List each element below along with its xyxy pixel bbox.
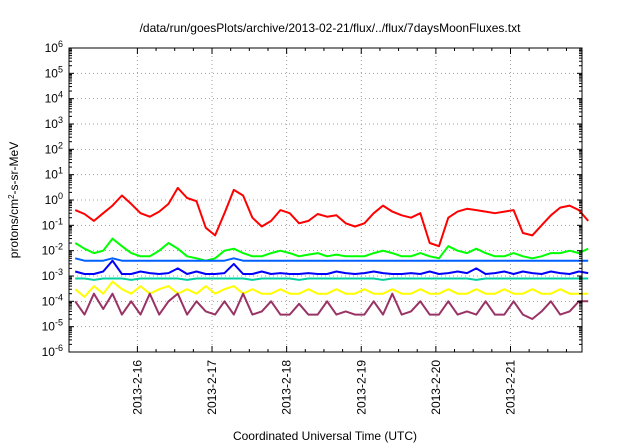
y-tick-exp: 0 [58, 191, 63, 201]
series-layer [74, 186, 589, 320]
x-tick-label: 2013-2-19 [354, 360, 368, 415]
chart-title: /data/run/goesPlots/archive/2013-02-21/f… [140, 21, 522, 35]
y-tick-label: 100 [45, 191, 63, 207]
x-tick-label: 2013-2-20 [429, 360, 443, 415]
y-tick-label: 106 [45, 39, 63, 55]
y-tick-base: 10 [42, 218, 56, 232]
y-tick-exp: 4 [58, 90, 63, 100]
y-axis-label-sup: 2 [7, 194, 16, 199]
y-tick-base: 10 [42, 345, 56, 359]
x-tick-label: 2013-2-18 [280, 360, 294, 415]
y-tick-base: 10 [42, 244, 56, 258]
series-line-1 [74, 186, 589, 248]
y-tick-base: 10 [45, 41, 59, 55]
y-tick-exp: -4 [55, 292, 63, 302]
series-line-7 [74, 292, 589, 320]
y-tick-exp: -5 [55, 318, 63, 328]
y-axis-label: protons/cm2-s-sr-MeV [7, 142, 22, 258]
y-tick-label: 10-1 [42, 216, 63, 232]
x-axis: 2013-2-16 2013-2-17 2013-2-18 2013-2-19 2013… [130, 48, 567, 415]
y-tick-base: 10 [45, 142, 59, 156]
y-tick-base: 10 [42, 294, 56, 308]
y-tick-label: 105 [45, 64, 63, 80]
y-tick-base: 10 [45, 193, 59, 207]
y-tick-label: 104 [45, 90, 63, 106]
y-tick-base: 10 [45, 92, 59, 106]
y-tick-base: 10 [45, 168, 59, 182]
series-line-2 [74, 237, 589, 262]
y-tick-base: 10 [45, 66, 59, 80]
y-tick-base: 10 [42, 320, 56, 334]
y-axis-label-prefix: protons/cm [7, 199, 21, 258]
y-tick-label: 10-6 [42, 343, 63, 359]
y-tick-exp: 5 [58, 64, 63, 74]
y-tick-exp: -6 [55, 343, 63, 353]
y-tick-label: 10-2 [42, 242, 63, 258]
y-tick-label: 103 [45, 115, 63, 131]
y-axis: 10610510410310210110010-110-210-310-410-… [42, 39, 582, 359]
series-line-4 [74, 259, 589, 275]
y-tick-label: 102 [45, 140, 63, 156]
y-tick-exp: -1 [55, 216, 63, 226]
x-tick-label: 2013-2-16 [130, 360, 144, 415]
x-axis-label: Coordinated Universal Time (UTC) [233, 429, 417, 443]
y-tick-base: 10 [45, 117, 59, 131]
y-axis-label-suffix: -s-sr-MeV [7, 142, 21, 195]
series-line-3 [74, 257, 589, 262]
series-line-5 [75, 277, 589, 281]
y-tick-exp: 3 [58, 115, 63, 125]
y-tick-exp: 2 [58, 140, 63, 150]
x-tick-label: 2013-2-21 [503, 360, 517, 415]
grid [69, 48, 582, 352]
x-tick-label: 2013-2-17 [205, 360, 219, 415]
y-tick-label: 10-5 [42, 318, 63, 334]
series-line-6 [74, 280, 589, 298]
y-tick-label: 101 [45, 166, 63, 182]
y-tick-exp: 6 [58, 39, 63, 49]
y-tick-label: 10-4 [42, 292, 63, 308]
y-tick-exp: -3 [55, 267, 63, 277]
y-tick-base: 10 [42, 269, 56, 283]
y-tick-label: 10-3 [42, 267, 63, 283]
y-tick-exp: 1 [58, 166, 63, 176]
y-tick-exp: -2 [55, 242, 63, 252]
